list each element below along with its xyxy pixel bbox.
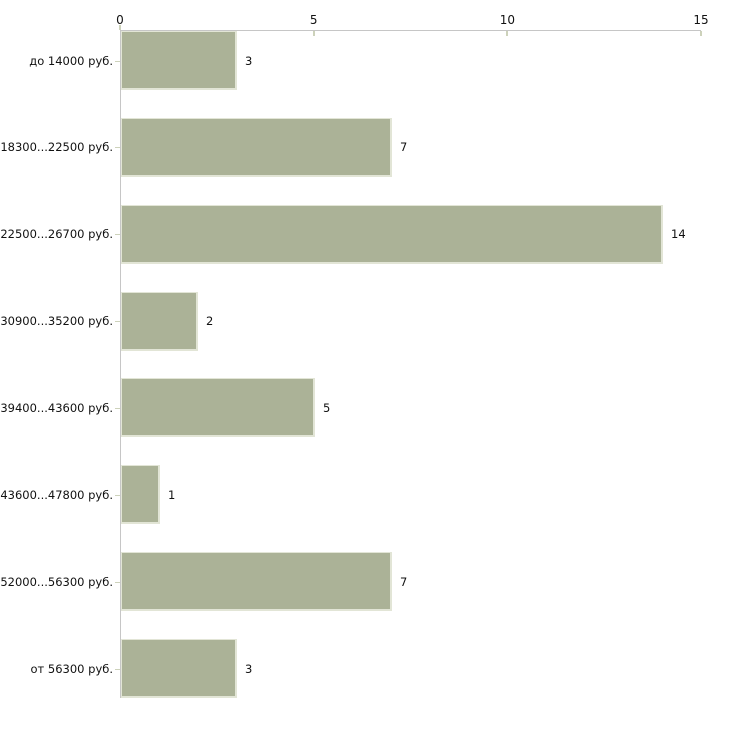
value-label: 3: [245, 53, 253, 68]
value-label: 7: [400, 574, 408, 589]
bar: [121, 465, 160, 525]
bar: [121, 639, 237, 699]
value-label: 14: [671, 227, 686, 242]
category-tick-mark: [115, 495, 120, 496]
x-axis-tick-mark: [506, 31, 509, 36]
category-label: от 56300 руб.: [30, 661, 113, 676]
category-label: 30900...35200 руб.: [0, 314, 113, 329]
x-axis-tick-label: 10: [499, 13, 515, 27]
x-axis-tick-label: 15: [693, 13, 709, 27]
value-label: 1: [168, 487, 176, 502]
y-axis-line: [120, 30, 121, 699]
x-axis-tick-mark: [119, 25, 121, 30]
category-label: 18300...22500 руб.: [0, 140, 113, 155]
x-axis-tick-label: 5: [309, 13, 318, 27]
category-tick-mark: [115, 321, 120, 322]
x-axis-line: [120, 30, 701, 31]
category-tick-mark: [115, 234, 120, 235]
category-tick-mark: [115, 408, 120, 409]
category-tick-mark: [115, 582, 120, 583]
bar: [121, 204, 663, 264]
value-label: 3: [245, 661, 253, 676]
category-label: 43600...47800 руб.: [0, 487, 113, 502]
x-axis-tick-mark: [700, 31, 702, 36]
bar: [121, 291, 198, 351]
x-axis-tick-mark: [312, 31, 315, 36]
category-tick-mark: [115, 61, 120, 62]
category-label: 39400...43600 руб.: [0, 400, 113, 415]
bar: [121, 31, 237, 90]
bar: [121, 117, 392, 177]
category-label: до 14000 руб.: [29, 53, 113, 68]
bar: [121, 552, 392, 612]
value-label: 5: [323, 400, 331, 415]
bar: [121, 378, 315, 438]
value-label: 7: [400, 140, 408, 155]
category-tick-mark: [115, 147, 120, 148]
value-label: 2: [206, 314, 214, 329]
category-label: 22500...26700 руб.: [0, 227, 113, 242]
x-axis-tick-label: 0: [116, 13, 124, 27]
category-tick-mark: [115, 669, 120, 670]
category-label: 52000...56300 руб.: [0, 574, 113, 589]
